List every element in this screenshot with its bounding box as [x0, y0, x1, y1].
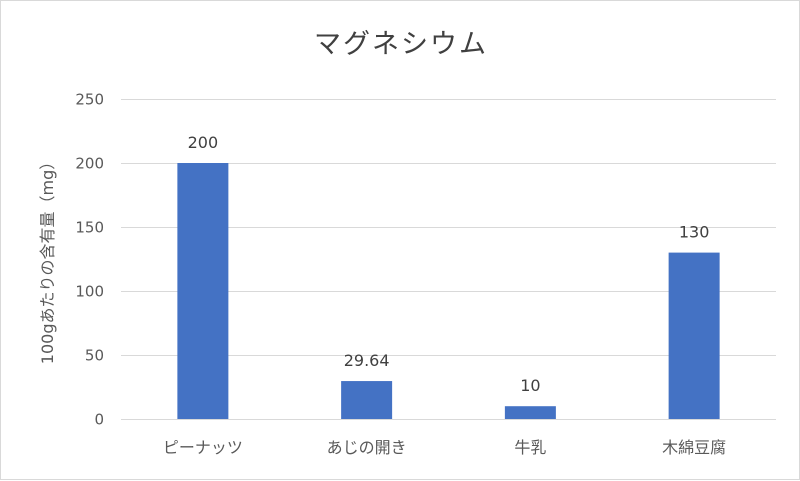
data-labels: 200 29.64 10 130: [188, 133, 710, 395]
data-label: 29.64: [344, 351, 390, 370]
data-label: 200: [188, 133, 219, 152]
y-tick-label: 0: [94, 411, 104, 429]
bar: [341, 381, 393, 419]
y-tick-labels: 0 50 100 150 200 250: [75, 91, 104, 429]
bar: [504, 406, 556, 419]
x-tick-labels: ピーナッツ あじの開き 牛乳 木綿豆腐: [163, 438, 726, 457]
x-tick-label: 牛乳: [514, 438, 546, 457]
y-tick-label: 150: [75, 219, 104, 237]
chart-title: マグネシウム: [314, 29, 488, 60]
y-axis-title: 100gあたりの含有量（mg）: [38, 154, 57, 364]
y-tick-label: 250: [75, 91, 104, 109]
bar: [668, 252, 720, 419]
bar: [177, 163, 229, 419]
x-tick-label: ピーナッツ: [163, 438, 243, 457]
y-tick-label: 50: [85, 347, 104, 365]
y-tick-label: 200: [75, 155, 104, 173]
data-label: 10: [520, 376, 540, 395]
y-tick-label: 100: [75, 283, 104, 301]
gridlines: [121, 99, 776, 420]
x-tick-label: 木綿豆腐: [662, 438, 726, 457]
bars: [177, 163, 720, 419]
x-tick-label: あじの開き: [327, 438, 407, 457]
data-label: 130: [679, 223, 710, 242]
